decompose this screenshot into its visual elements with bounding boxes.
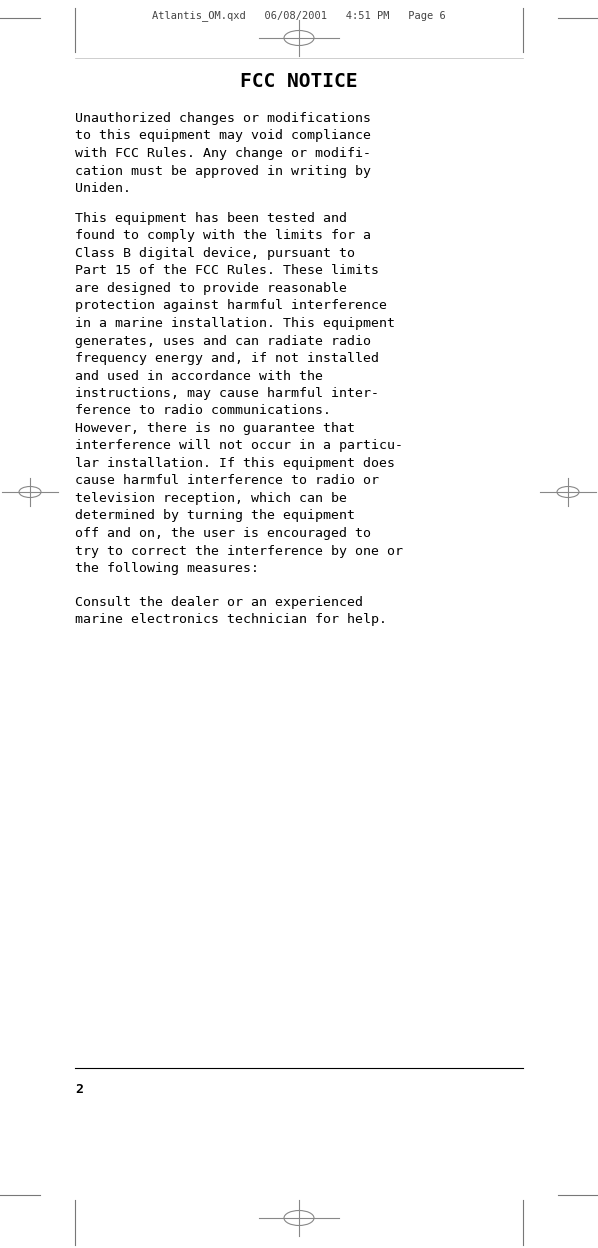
Text: Unauthorized changes or modifications: Unauthorized changes or modifications (75, 112, 371, 125)
Text: to this equipment may void compliance: to this equipment may void compliance (75, 130, 371, 142)
Text: lar installation. If this equipment does: lar installation. If this equipment does (75, 457, 395, 470)
Text: try to correct the interference by one or: try to correct the interference by one o… (75, 544, 402, 558)
Text: Uniden.: Uniden. (75, 182, 131, 195)
Text: with FCC Rules. Any change or modifi-: with FCC Rules. Any change or modifi- (75, 147, 371, 160)
Text: determined by turning the equipment: determined by turning the equipment (75, 509, 355, 523)
Text: protection against harmful interference: protection against harmful interference (75, 300, 387, 312)
Text: off and on, the user is encouraged to: off and on, the user is encouraged to (75, 527, 371, 540)
Text: Class B digital device, pursuant to: Class B digital device, pursuant to (75, 247, 355, 260)
Text: cause harmful interference to radio or: cause harmful interference to radio or (75, 474, 379, 488)
Text: television reception, which can be: television reception, which can be (75, 492, 347, 505)
Text: instructions, may cause harmful inter-: instructions, may cause harmful inter- (75, 387, 379, 401)
Text: FCC NOTICE: FCC NOTICE (240, 72, 358, 91)
Text: marine electronics technician for help.: marine electronics technician for help. (75, 614, 387, 626)
Text: found to comply with the limits for a: found to comply with the limits for a (75, 230, 371, 242)
Text: the following measures:: the following measures: (75, 562, 259, 575)
Text: This equipment has been tested and: This equipment has been tested and (75, 212, 347, 225)
Text: Part 15 of the FCC Rules. These limits: Part 15 of the FCC Rules. These limits (75, 265, 379, 277)
Text: frequency energy and, if not installed: frequency energy and, if not installed (75, 352, 379, 364)
Text: in a marine installation. This equipment: in a marine installation. This equipment (75, 317, 395, 329)
Text: However, there is no guarantee that: However, there is no guarantee that (75, 422, 355, 436)
Text: Consult the dealer or an experienced: Consult the dealer or an experienced (75, 597, 363, 609)
Text: ference to radio communications.: ference to radio communications. (75, 404, 331, 418)
Text: generates, uses and can radiate radio: generates, uses and can radiate radio (75, 334, 371, 347)
Text: Atlantis_OM.qxd   06/08/2001   4:51 PM   Page 6: Atlantis_OM.qxd 06/08/2001 4:51 PM Page … (152, 10, 446, 21)
Text: and used in accordance with the: and used in accordance with the (75, 369, 323, 382)
Text: are designed to provide reasonable: are designed to provide reasonable (75, 282, 347, 295)
Text: interference will not occur in a particu-: interference will not occur in a particu… (75, 439, 402, 453)
Text: cation must be approved in writing by: cation must be approved in writing by (75, 165, 371, 177)
Text: 2: 2 (75, 1083, 83, 1096)
